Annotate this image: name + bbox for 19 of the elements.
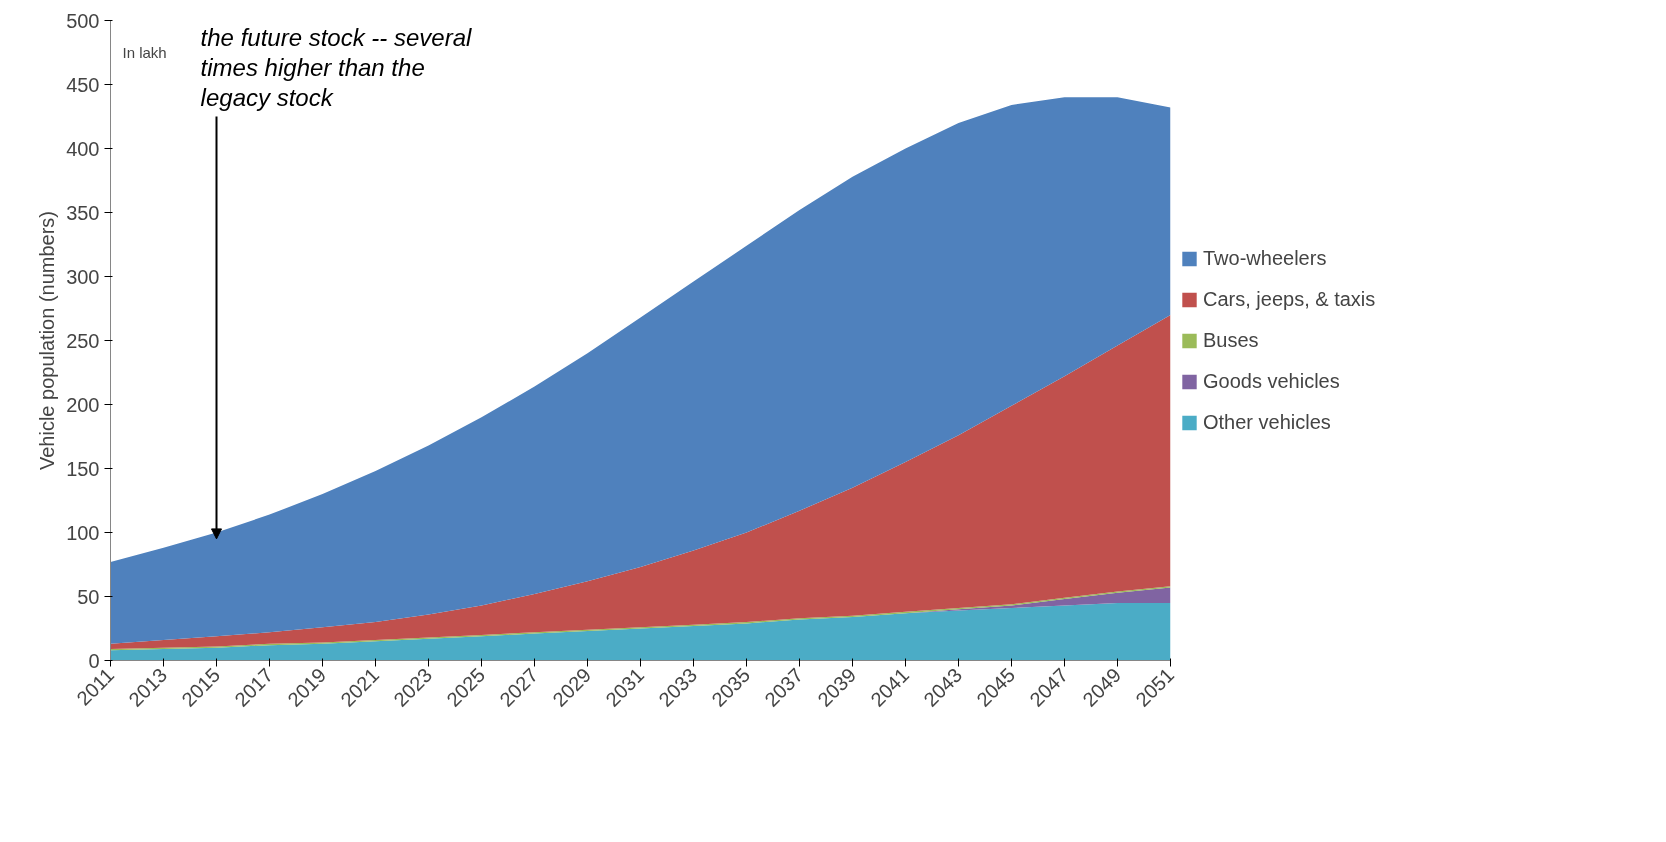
y-tick-label: 150 bbox=[66, 457, 100, 480]
y-tick-label: 300 bbox=[66, 265, 100, 288]
legend-label: Buses bbox=[1203, 328, 1259, 352]
y-tick-label: 450 bbox=[66, 73, 100, 96]
y-tick-label: 500 bbox=[66, 9, 100, 32]
y-tick-label: 350 bbox=[66, 201, 100, 224]
y-tick-label: 100 bbox=[66, 521, 100, 544]
y-axis-title: Vehicle population (numbers) bbox=[36, 210, 59, 471]
legend-label: Goods vehicles bbox=[1203, 369, 1340, 393]
y-tick-label: 0 bbox=[88, 649, 100, 672]
annotation: the future stock -- several times higher than the legacy stock bbox=[200, 24, 473, 111]
y-tick-label: 400 bbox=[66, 137, 100, 160]
legend-label: Other vehicles bbox=[1203, 410, 1331, 434]
y-tick-label: 250 bbox=[66, 329, 100, 352]
legend-label: Cars, jeeps, & taxis bbox=[1203, 287, 1376, 311]
y-tick-label: 200 bbox=[66, 393, 100, 416]
legend-label: Two-wheelers bbox=[1203, 246, 1327, 270]
y-tick-label: 50 bbox=[77, 585, 100, 608]
annotation: In lakh bbox=[122, 43, 167, 61]
